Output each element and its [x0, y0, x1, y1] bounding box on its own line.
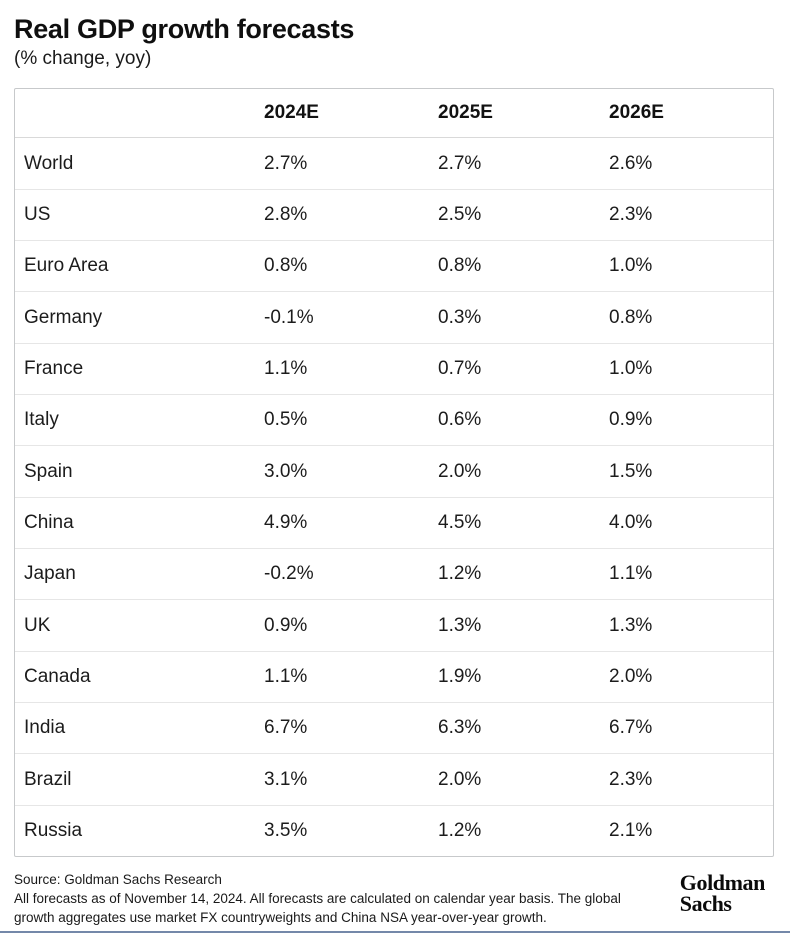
row-country-label: US	[24, 203, 51, 225]
row-value-cell: 0.5%	[264, 409, 308, 431]
bottom-divider	[0, 931, 790, 933]
row-value-cell: 6.3%	[438, 717, 482, 739]
row-value-cell: 0.8%	[264, 255, 308, 277]
column-header-2026e: 2026E	[609, 102, 664, 124]
row-value-cell: -0.2%	[264, 563, 314, 585]
table-row: UK 0.9% 1.3% 1.3%	[15, 599, 773, 650]
row-value-cell: 2.3%	[609, 768, 653, 790]
table-header-row: 2024E 2025E 2026E	[15, 89, 773, 138]
logo-word-sachs: Sachs	[679, 890, 732, 916]
row-value-cell: 3.5%	[264, 819, 308, 841]
row-value-cell: 0.9%	[264, 614, 308, 636]
table-row: France 1.1% 0.7% 1.0%	[15, 342, 773, 394]
table-row: Italy 0.5% 0.6% 0.9%	[15, 394, 773, 445]
row-value-cell: 2.0%	[609, 665, 653, 687]
table-row: Canada 1.1% 1.9% 2.0%	[15, 650, 773, 702]
row-value-cell: 3.0%	[264, 460, 308, 482]
row-value-cell: 1.2%	[438, 819, 482, 841]
row-value-cell: 2.5%	[438, 203, 482, 225]
row-value-cell: -0.1%	[264, 306, 314, 328]
row-value-cell: 0.9%	[609, 409, 653, 431]
page-subtitle: (% change, yoy)	[14, 48, 152, 70]
row-value-cell: 4.9%	[264, 511, 308, 533]
row-value-cell: 1.0%	[609, 255, 653, 277]
footnotes: Source: Goldman Sachs Research All forec…	[14, 870, 632, 927]
row-value-cell: 1.9%	[438, 665, 482, 687]
row-value-cell: 2.3%	[609, 203, 653, 225]
row-value-cell: 3.1%	[264, 768, 308, 790]
gdp-forecast-table: 2024E 2025E 2026E World 2.7% 2.7% 2.6% US 2.8…	[14, 87, 774, 858]
row-country-label: Germany	[24, 306, 103, 328]
row-value-cell: 0.8%	[609, 306, 653, 328]
row-value-cell: 2.8%	[264, 203, 308, 225]
table-row: Russia 3.5% 1.2% 2.1%	[15, 804, 773, 856]
row-country-label: Canada	[24, 665, 91, 687]
row-value-cell: 6.7%	[264, 717, 308, 739]
row-country-label: Russia	[24, 819, 83, 841]
forecast-note: All forecasts as of November 14, 2024. A…	[14, 891, 621, 926]
row-country-label: Japan	[24, 563, 76, 585]
row-country-label: World	[24, 152, 74, 174]
row-value-cell: 0.8%	[438, 255, 482, 277]
goldman-sachs-logo: Goldman Sachs	[679, 870, 766, 916]
table-row: US 2.8% 2.5% 2.3%	[15, 188, 773, 240]
table-row: China 4.9% 4.5% 4.0%	[15, 496, 773, 548]
row-value-cell: 4.0%	[609, 511, 653, 533]
table-row: Brazil 3.1% 2.0% 2.3%	[15, 753, 773, 804]
table-row: World 2.7% 2.7% 2.6%	[15, 137, 773, 188]
row-value-cell: 2.7%	[264, 152, 308, 174]
table-row: Spain 3.0% 2.0% 1.5%	[15, 445, 773, 496]
row-value-cell: 2.7%	[438, 152, 482, 174]
row-value-cell: 6.7%	[609, 717, 653, 739]
row-value-cell: 0.3%	[438, 306, 482, 328]
row-value-cell: 2.6%	[609, 152, 653, 174]
page-title: Real GDP growth forecasts	[14, 14, 355, 44]
table-row: Japan -0.2% 1.2% 1.1%	[15, 548, 773, 599]
row-country-label: Italy	[24, 409, 59, 431]
row-value-cell: 2.1%	[609, 819, 653, 841]
column-header-2024e: 2024E	[264, 102, 319, 124]
source-line: Source: Goldman Sachs Research	[14, 872, 222, 888]
row-value-cell: 2.0%	[438, 460, 482, 482]
figure-footer: Source: Goldman Sachs Research All forec…	[14, 870, 774, 927]
column-header-2025e: 2025E	[438, 102, 493, 124]
table-row: India 6.7% 6.3% 6.7%	[15, 702, 773, 753]
row-country-label: Brazil	[24, 768, 72, 790]
row-value-cell: 1.1%	[264, 665, 308, 687]
row-value-cell: 2.0%	[438, 768, 482, 790]
row-value-cell: 4.5%	[438, 511, 482, 533]
row-value-cell: 1.1%	[264, 357, 308, 379]
row-value-cell: 1.1%	[609, 563, 653, 585]
row-value-cell: 1.3%	[609, 614, 653, 636]
table-row: Euro Area 0.8% 0.8% 1.0%	[15, 240, 773, 291]
row-country-label: UK	[24, 614, 51, 636]
row-value-cell: 0.6%	[438, 409, 482, 431]
row-value-cell: 1.0%	[609, 357, 653, 379]
table-row: Germany -0.1% 0.3% 0.8%	[15, 291, 773, 342]
row-country-label: India	[24, 717, 66, 739]
row-country-label: Euro Area	[24, 255, 109, 277]
row-value-cell: 1.2%	[438, 563, 482, 585]
row-value-cell: 0.7%	[438, 357, 482, 379]
logo-word-goldman: Goldman	[679, 870, 766, 896]
row-country-label: France	[24, 357, 84, 379]
row-country-label: China	[24, 511, 74, 533]
row-value-cell: 1.3%	[438, 614, 482, 636]
row-country-label: Spain	[24, 460, 73, 482]
row-value-cell: 1.5%	[609, 460, 653, 482]
